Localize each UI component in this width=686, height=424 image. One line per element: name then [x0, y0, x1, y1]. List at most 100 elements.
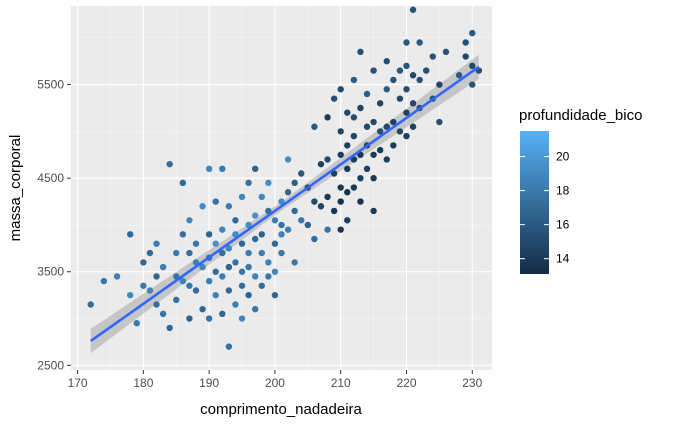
data-point [291, 259, 298, 266]
x-axis-title: comprimento_nadadeira [200, 401, 362, 418]
data-point [212, 291, 219, 299]
data-point [324, 193, 331, 201]
data-point [311, 198, 318, 205]
data-point [232, 217, 239, 224]
data-point [304, 221, 312, 229]
data-point [337, 151, 344, 158]
data-point [133, 320, 140, 327]
data-point [390, 142, 397, 149]
data-point [238, 315, 246, 322]
data-point [357, 48, 364, 56]
data-point [212, 198, 219, 205]
data-point [166, 324, 173, 332]
data-point [265, 207, 272, 215]
data-point [416, 39, 423, 46]
data-point [258, 231, 265, 238]
data-point [344, 109, 351, 116]
data-point [350, 184, 358, 191]
data-point [396, 67, 404, 74]
data-point [370, 67, 377, 74]
data-point [442, 48, 450, 56]
data-point [311, 123, 318, 130]
data-point [298, 217, 305, 224]
data-point [212, 240, 219, 247]
data-point [245, 249, 252, 257]
data-point [199, 263, 206, 271]
data-point [245, 263, 252, 271]
data-point [383, 58, 390, 65]
data-point [278, 198, 285, 205]
data-point [271, 291, 279, 299]
data-point [159, 310, 167, 318]
x-tick-label: 200 [265, 376, 285, 390]
data-point [219, 273, 226, 280]
data-point [416, 76, 423, 84]
data-point [324, 156, 331, 163]
data-point [403, 39, 410, 46]
data-point [186, 217, 193, 224]
data-point [153, 301, 160, 308]
legend-tick-label: 16 [556, 218, 570, 232]
data-point [258, 193, 265, 201]
data-point [251, 305, 259, 313]
data-point [376, 146, 384, 154]
data-point [238, 268, 246, 275]
data-point [238, 240, 246, 247]
data-point [186, 249, 193, 257]
y-tick-label: 3500 [37, 265, 64, 279]
data-point [403, 132, 410, 140]
data-point [390, 118, 397, 126]
data-point [205, 315, 213, 322]
data-point [350, 156, 358, 163]
legend-tick-label: 18 [556, 184, 570, 198]
major-gridlines [71, 6, 492, 370]
data-point [251, 273, 259, 280]
x-tick-label: 230 [462, 376, 482, 390]
data-point [469, 62, 476, 70]
data-point [469, 29, 476, 37]
data-point [396, 128, 404, 135]
data-point [390, 76, 397, 84]
data-point [205, 165, 213, 173]
data-point [284, 226, 292, 233]
data-point [153, 273, 160, 280]
data-point [462, 39, 469, 46]
data-point [271, 217, 279, 224]
data-point [205, 231, 213, 238]
data-point [278, 231, 285, 238]
data-point [179, 179, 187, 187]
data-point [337, 226, 344, 233]
data-point [179, 277, 187, 285]
data-point [462, 53, 469, 60]
data-point [113, 273, 121, 280]
data-point [284, 156, 292, 163]
y-tick-label: 5500 [37, 78, 64, 92]
legend: profundidade_bico 14 16 18 20 [519, 107, 642, 274]
data-point [225, 343, 233, 350]
legend-ticks: 14 16 18 20 [520, 150, 570, 266]
data-point [258, 249, 265, 257]
data-point [403, 86, 410, 93]
regression-line-layer [89, 65, 480, 343]
legend-tick-label: 14 [556, 252, 570, 266]
data-point [232, 231, 239, 238]
data-point [205, 277, 213, 285]
data-point [146, 287, 154, 294]
data-point [363, 165, 371, 173]
data-point [284, 189, 292, 196]
data-point [238, 282, 246, 289]
legend-title: profundidade_bico [519, 107, 642, 124]
data-point [146, 249, 154, 257]
data-point [396, 95, 404, 102]
data-point [225, 203, 233, 210]
data-point [140, 259, 147, 266]
data-point [232, 301, 239, 308]
data-point [225, 263, 233, 271]
data-point [219, 165, 226, 173]
data-point [330, 170, 338, 177]
data-point [225, 245, 233, 252]
data-point [212, 268, 219, 275]
data-point [219, 249, 226, 257]
x-tick-label: 190 [199, 376, 219, 390]
